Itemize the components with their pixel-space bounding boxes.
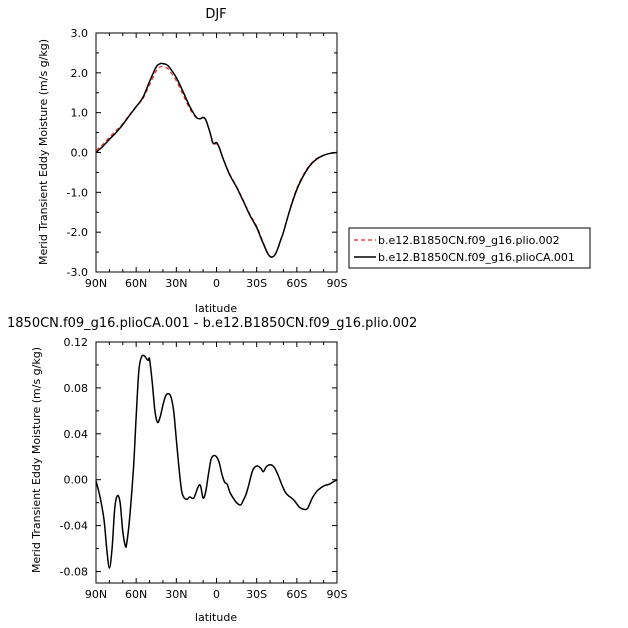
bottom-panel: 1850CN.f09_g16.plioCA.001 - b.e12.B1850C… (7, 316, 417, 624)
series-line-2 (95, 62, 338, 258)
x-tick-label: 90N (85, 588, 107, 601)
bottom-chart-title: 1850CN.f09_g16.plioCA.001 - b.e12.B1850C… (7, 316, 417, 331)
series-line-1 (95, 354, 338, 569)
y-tick-label: -1.0 (67, 186, 88, 199)
x-tick-label: 60S (286, 588, 307, 601)
series-line-1 (95, 65, 338, 258)
y-tick-label: -2.0 (67, 226, 88, 239)
y-tick-label: 0.08 (64, 382, 89, 395)
x-tick-label: 90S (327, 277, 348, 290)
x-tick-label: 90S (327, 588, 348, 601)
top-y-axis-label: Merid Transient Eddy Moisture (m/s g/kg) (37, 39, 50, 265)
bottom-plot-frame (95, 341, 338, 584)
y-tick-label: 0.0 (71, 147, 89, 160)
top-panel: DJF 90N 60N 30N 0 30S 60S 90S 3.0 2.0 1.0 0.0 -1.0 -… (37, 7, 348, 315)
y-tick-label: -0.04 (60, 520, 88, 533)
x-tick-label: 60N (125, 588, 147, 601)
legend-label-plioca: b.e12.B1850CN.f09_g16.plioCA.001 (378, 251, 575, 264)
x-tick-label: 60N (125, 277, 147, 290)
bottom-x-axis-label: latitude (195, 611, 237, 624)
y-tick-label: -3.0 (67, 266, 88, 279)
x-tick-label: 30S (246, 277, 267, 290)
y-tick-label: 2.0 (71, 67, 89, 80)
bottom-axis-ticks: 90N 60N 30N 0 30S 60S 90S 0.12 0.08 0.04 0.00 -0.04… (60, 336, 348, 601)
bottom-y-axis-label: Merid Transient Eddy Moisture (m/s g/kg) (30, 347, 43, 573)
y-tick-label: -0.08 (60, 566, 88, 579)
legend-label-plio: b.e12.B1850CN.f09_g16.plio.002 (378, 234, 560, 247)
legend-box (348, 227, 591, 269)
x-tick-label: 90N (85, 277, 107, 290)
top-plot-frame (95, 32, 338, 273)
top-axis-ticks: 90N 60N 30N 0 30S 60S 90S 3.0 2.0 1.0 0.0 -1.0 -2.0 -… (67, 27, 348, 290)
top-chart-title: DJF (205, 7, 226, 22)
x-tick-label: 0 (213, 277, 220, 290)
top-x-axis-label: latitude (195, 302, 237, 315)
y-tick-label: 0.04 (64, 428, 89, 441)
x-tick-label: 0 (213, 588, 220, 601)
x-tick-label: 30N (165, 588, 187, 601)
top-series-lines (95, 62, 338, 258)
y-tick-label: 1.0 (71, 107, 89, 120)
y-tick-label: 0.00 (64, 474, 89, 487)
y-tick-label: 0.12 (64, 336, 89, 349)
x-tick-label: 30N (165, 277, 187, 290)
x-tick-label: 30S (246, 588, 267, 601)
x-tick-label: 60S (286, 277, 307, 290)
y-tick-label: 3.0 (71, 27, 89, 40)
bottom-series-lines (95, 354, 338, 569)
legend: b.e12.B1850CN.f09_g16.plio.002 b.e12.B18… (348, 227, 591, 269)
